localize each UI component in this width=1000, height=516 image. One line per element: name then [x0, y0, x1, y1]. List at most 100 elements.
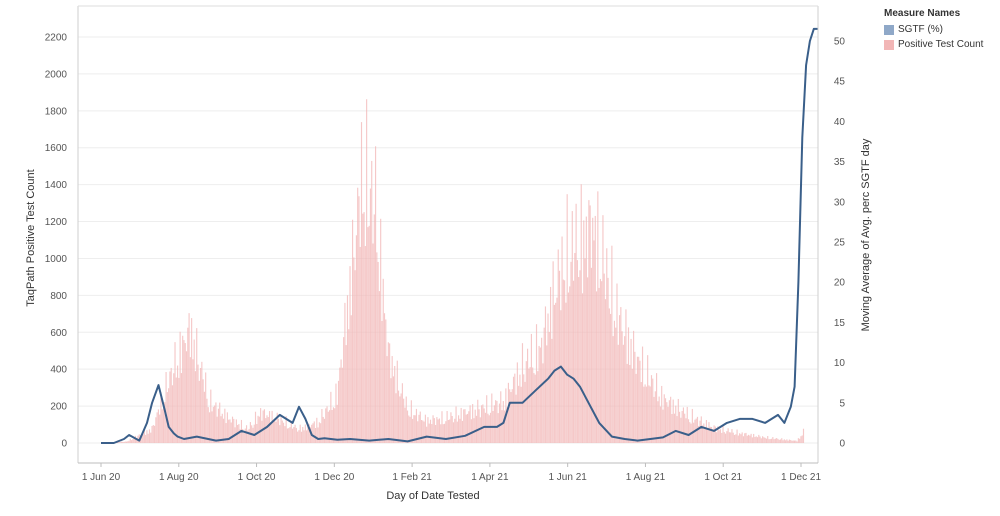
bar: [759, 436, 761, 443]
bar: [257, 415, 259, 443]
bar: [244, 428, 246, 443]
bar: [556, 297, 558, 443]
bar: [323, 418, 326, 443]
bar: [366, 99, 368, 443]
bar: [355, 235, 357, 443]
bar: [279, 425, 281, 443]
bar: [542, 363, 544, 443]
legend-label-positive-test-count: Positive Test Count: [898, 39, 984, 50]
bar: [177, 365, 179, 443]
bar: [774, 438, 776, 443]
bar: [544, 306, 547, 443]
bar: [477, 399, 479, 443]
bar: [479, 417, 481, 443]
bar: [561, 236, 563, 443]
bar: [210, 389, 212, 443]
bar: [629, 364, 631, 443]
bar: [464, 409, 466, 443]
bar: [123, 441, 125, 443]
bar: [143, 430, 145, 443]
bar: [643, 386, 645, 443]
y-left-tick-label: 400: [50, 365, 67, 376]
bar: [469, 405, 471, 443]
bar: [159, 414, 161, 443]
bar: [594, 215, 596, 443]
bar: [196, 328, 198, 443]
bar: [242, 429, 244, 443]
bar: [686, 406, 688, 443]
bar: [290, 420, 292, 443]
bar: [570, 261, 572, 443]
bar: [431, 424, 433, 443]
bar: [779, 439, 782, 443]
bar: [451, 415, 453, 443]
bar: [229, 419, 231, 443]
bar: [381, 320, 383, 443]
bar: [203, 391, 205, 443]
bar: [567, 292, 570, 443]
y-left-tick-label: 1000: [45, 254, 68, 265]
bar: [527, 348, 529, 443]
bar: [652, 378, 654, 443]
bar: [377, 261, 379, 443]
bar: [192, 359, 194, 443]
bar: [598, 287, 600, 443]
y-left-tick-label: 1800: [45, 106, 68, 117]
bar: [436, 417, 438, 443]
bar: [320, 423, 322, 443]
bar: [599, 278, 601, 443]
bar: [231, 416, 234, 443]
bar: [633, 330, 635, 443]
bar: [427, 417, 429, 443]
bar: [309, 427, 311, 443]
bar: [557, 249, 559, 443]
bar: [368, 225, 370, 443]
bar: [211, 411, 213, 443]
bar: [354, 270, 356, 443]
bar: [716, 432, 718, 443]
legend-item-positive-test-count[interactable]: Positive Test Count: [884, 37, 983, 52]
bar: [360, 122, 363, 443]
bar: [535, 324, 538, 443]
bar: [679, 411, 681, 443]
bar: [670, 396, 672, 443]
bar: [782, 440, 784, 443]
bar: [747, 434, 750, 443]
bar: [440, 424, 442, 443]
bar: [518, 385, 520, 443]
bar: [178, 377, 180, 443]
bar: [445, 421, 447, 443]
bar: [350, 315, 352, 443]
bar: [334, 408, 336, 443]
bar: [428, 423, 430, 443]
bar: [145, 434, 147, 443]
bar: [299, 424, 301, 443]
bar: [721, 432, 723, 443]
bar: [418, 414, 420, 443]
bar: [151, 425, 153, 443]
bar: [525, 361, 527, 443]
bar: [627, 327, 630, 443]
bar: [622, 344, 624, 443]
x-tick-label: 1 Aug 20: [159, 472, 199, 483]
legend-item-sgtf[interactable]: SGTF (%): [884, 22, 983, 37]
bar: [422, 420, 424, 443]
bar: [438, 418, 441, 443]
bar: [765, 438, 768, 443]
bar: [510, 392, 512, 443]
bar: [233, 418, 235, 443]
bar: [275, 421, 277, 443]
bar: [336, 404, 338, 443]
bar: [449, 419, 451, 443]
bar: [289, 427, 291, 443]
bar: [397, 390, 400, 443]
bar: [501, 410, 503, 443]
bar: [493, 405, 495, 443]
bar: [458, 415, 460, 443]
bar: [156, 412, 158, 443]
bar: [801, 435, 803, 443]
bar: [616, 283, 618, 443]
bar: [524, 381, 526, 443]
bar: [785, 440, 787, 443]
bar: [506, 407, 508, 443]
